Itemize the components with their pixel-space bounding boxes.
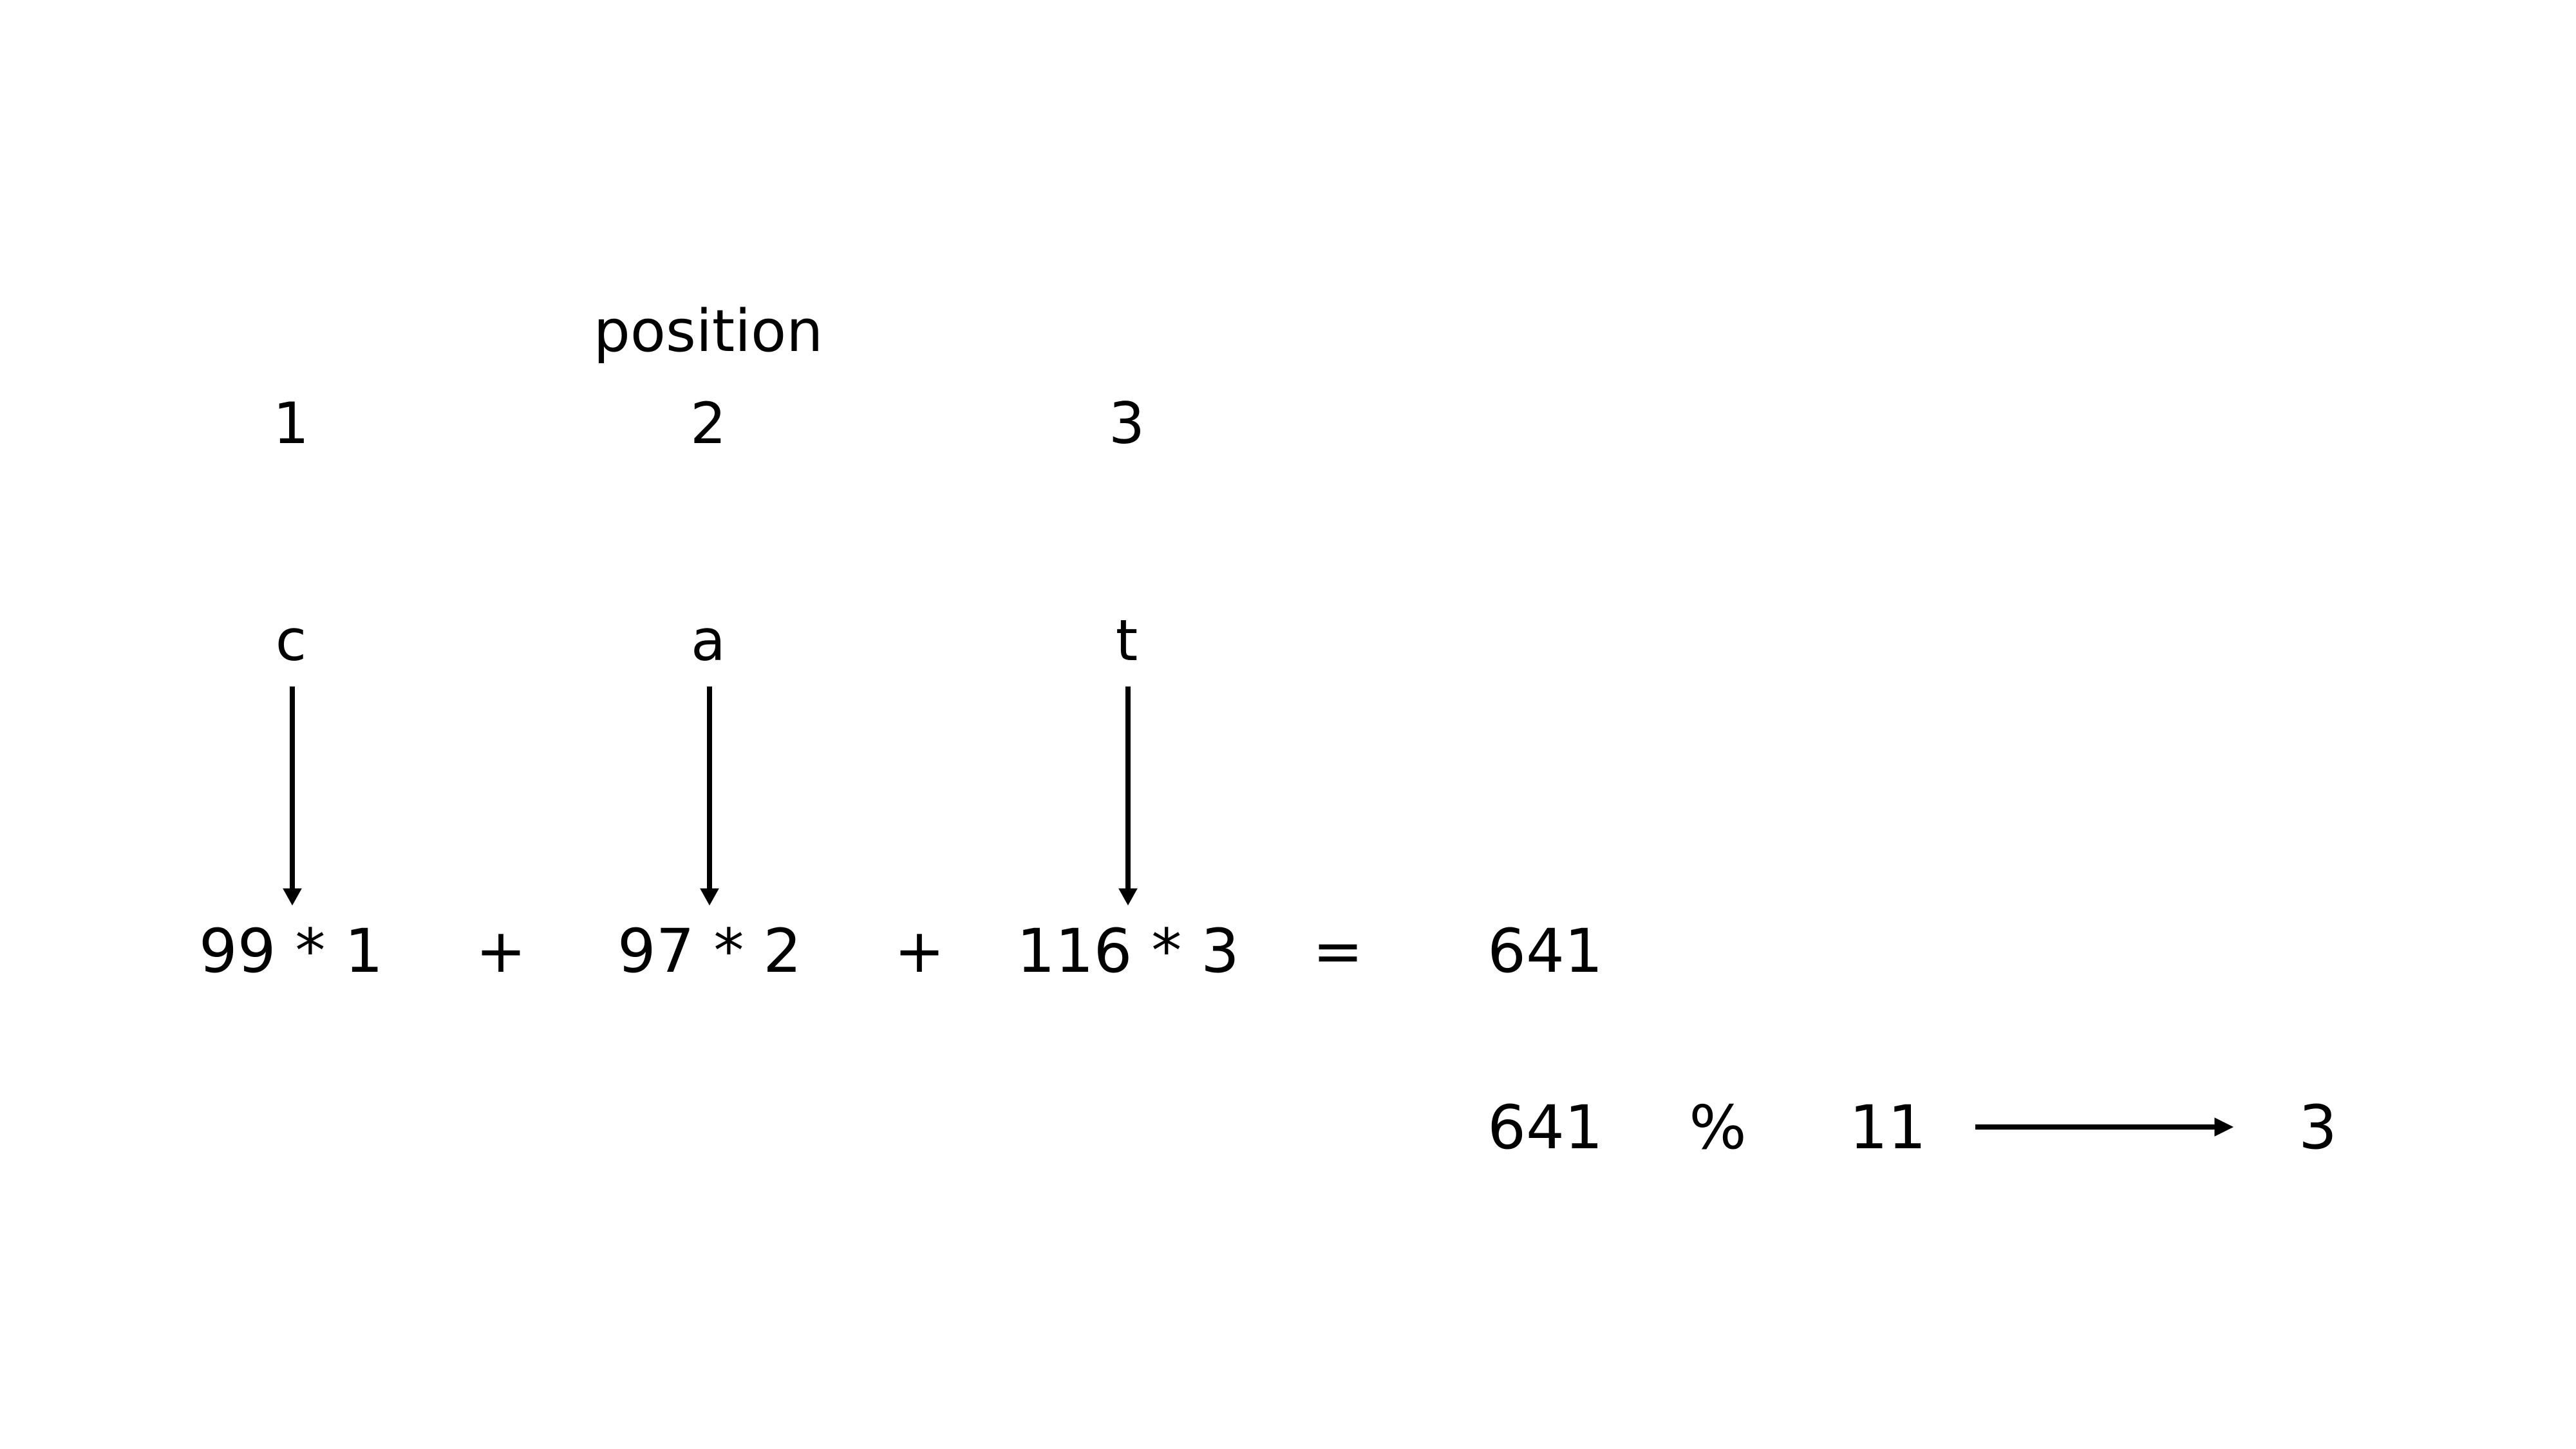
term-c: 99 * 1 — [198, 916, 384, 987]
equals-sign: = — [1312, 916, 1364, 987]
modulo-operator: % — [1689, 1093, 1747, 1163]
position-heading: position — [593, 298, 823, 365]
term-a: 97 * 2 — [617, 916, 802, 987]
down-arrow-2 — [700, 687, 719, 906]
position-number-1: 1 — [273, 390, 309, 457]
letter-c: c — [275, 607, 307, 674]
plus-sign-2: + — [894, 916, 945, 987]
position-number-3: 3 — [1109, 390, 1145, 457]
modulo-divisor: 11 — [1849, 1093, 1926, 1163]
term-t: 116 * 3 — [1017, 916, 1239, 987]
letter-a: a — [691, 607, 726, 674]
position-number-2: 2 — [690, 390, 726, 457]
down-arrow-1 — [283, 687, 302, 906]
plus-sign-1: + — [475, 916, 527, 987]
letter-t: t — [1115, 607, 1138, 674]
modulo-result: 3 — [2299, 1093, 2337, 1163]
sum-result: 641 — [1487, 916, 1603, 987]
down-arrow-3 — [1118, 687, 1138, 906]
modulo-operand: 641 — [1487, 1093, 1603, 1163]
right-arrow — [1975, 1117, 2234, 1137]
